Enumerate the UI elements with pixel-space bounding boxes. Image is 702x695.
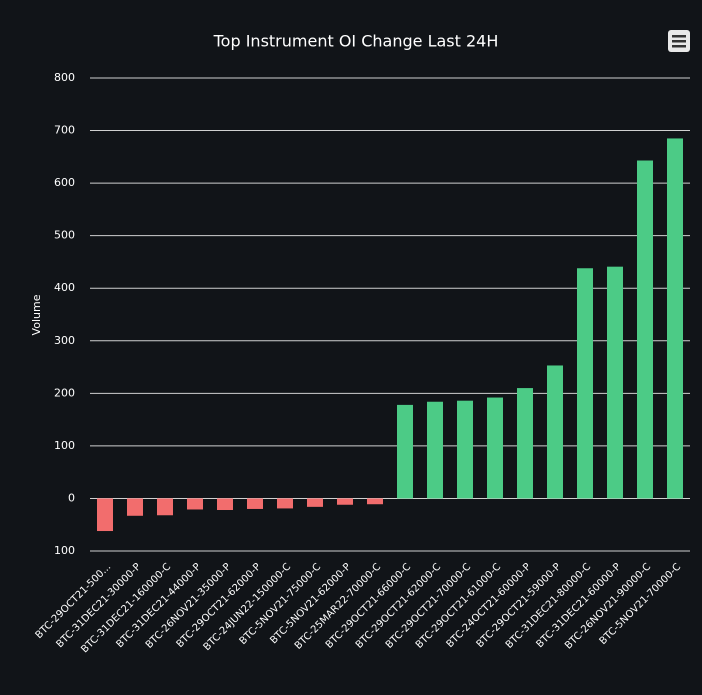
y-tick-label: 500 xyxy=(54,229,75,242)
bar xyxy=(367,498,383,505)
menu-line xyxy=(672,45,686,48)
bar xyxy=(127,498,143,516)
y-tick-label: 800 xyxy=(54,71,75,84)
bar xyxy=(307,498,323,507)
y-tick-label: 100 xyxy=(54,544,75,557)
bar xyxy=(247,498,263,509)
menu-button[interactable] xyxy=(668,30,690,52)
bar xyxy=(217,498,233,511)
bar xyxy=(547,365,563,499)
bar xyxy=(487,397,503,499)
y-tick-label: 100 xyxy=(54,439,75,452)
bar xyxy=(577,268,593,499)
y-tick-label: 300 xyxy=(54,334,75,347)
y-tick-label: 400 xyxy=(54,281,75,294)
bar xyxy=(517,388,533,499)
y-tick-label: 0 xyxy=(68,491,75,504)
bar xyxy=(277,498,293,509)
menu-line xyxy=(672,35,686,38)
bar xyxy=(397,404,413,499)
bar xyxy=(337,498,353,505)
bar xyxy=(667,138,683,499)
y-axis-label: Volume xyxy=(30,294,43,335)
y-tick-label: 600 xyxy=(54,176,75,189)
bar xyxy=(157,498,173,516)
bar xyxy=(637,160,653,499)
menu-line xyxy=(672,40,686,43)
bar xyxy=(607,266,623,499)
bar xyxy=(97,498,113,532)
bar xyxy=(427,401,443,499)
bar xyxy=(187,498,203,510)
y-tick-label: 700 xyxy=(54,124,75,137)
bar xyxy=(457,400,473,499)
y-tick-label: 200 xyxy=(54,386,75,399)
chart-title: Top Instrument OI Change Last 24H xyxy=(213,32,499,51)
